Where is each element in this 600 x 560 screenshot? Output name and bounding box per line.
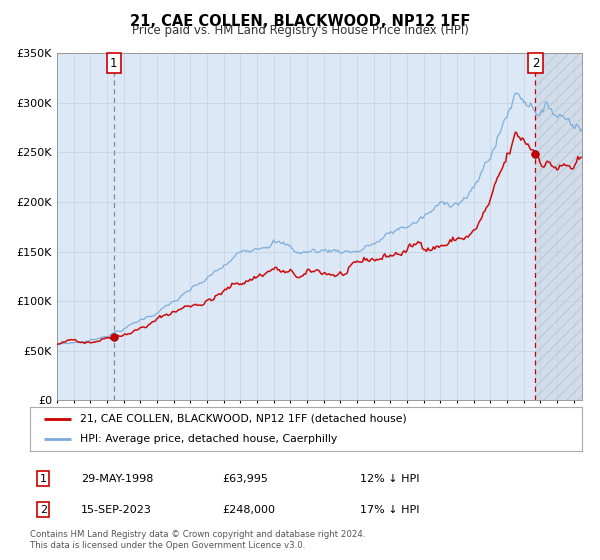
Text: £63,995: £63,995 [222,474,268,484]
Text: 1: 1 [40,474,47,484]
Text: 12% ↓ HPI: 12% ↓ HPI [360,474,419,484]
Text: 2: 2 [40,505,47,515]
Text: £248,000: £248,000 [222,505,275,515]
Text: 17% ↓ HPI: 17% ↓ HPI [360,505,419,515]
Text: 29-MAY-1998: 29-MAY-1998 [81,474,154,484]
Text: 21, CAE COLLEN, BLACKWOOD, NP12 1FF (detached house): 21, CAE COLLEN, BLACKWOOD, NP12 1FF (det… [80,414,406,424]
Text: Contains HM Land Registry data © Crown copyright and database right 2024.: Contains HM Land Registry data © Crown c… [30,530,365,539]
Text: This data is licensed under the Open Government Licence v3.0.: This data is licensed under the Open Gov… [30,541,305,550]
Text: 21, CAE COLLEN, BLACKWOOD, NP12 1FF: 21, CAE COLLEN, BLACKWOOD, NP12 1FF [130,14,470,29]
Text: 1: 1 [110,57,118,69]
Text: HPI: Average price, detached house, Caerphilly: HPI: Average price, detached house, Caer… [80,434,337,444]
Text: 2: 2 [532,57,539,69]
Text: Price paid vs. HM Land Registry's House Price Index (HPI): Price paid vs. HM Land Registry's House … [131,24,469,37]
Text: 15-SEP-2023: 15-SEP-2023 [81,505,152,515]
Bar [535,53,582,400]
